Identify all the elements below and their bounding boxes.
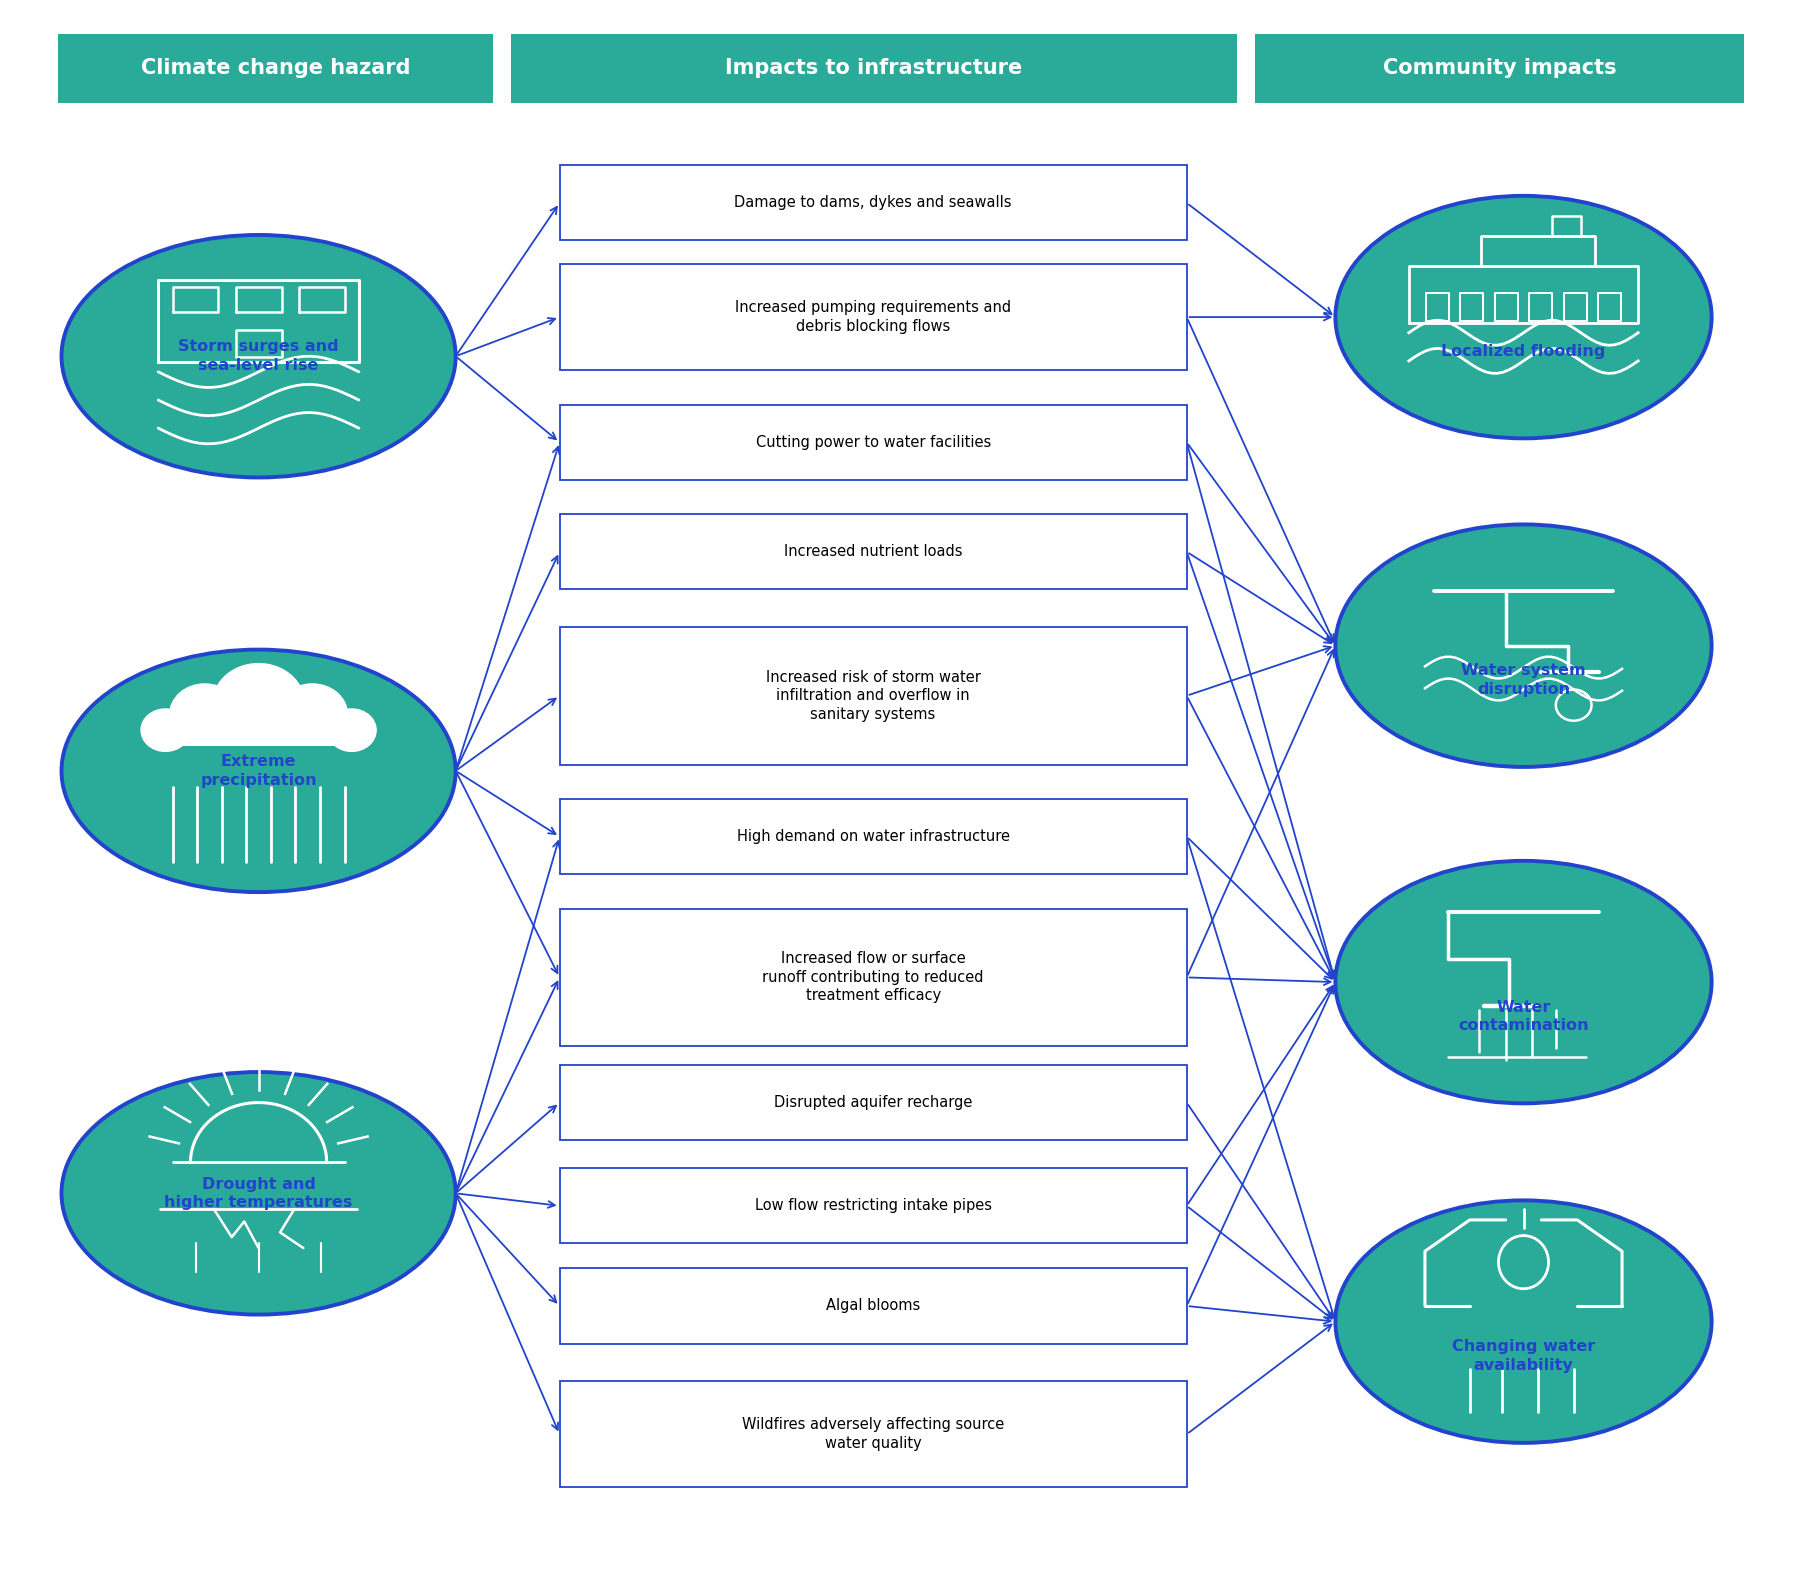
FancyBboxPatch shape (560, 1065, 1186, 1140)
Text: Increased flow or surface
runoff contributing to reduced
treatment efficacy: Increased flow or surface runoff contrib… (763, 952, 985, 1004)
Ellipse shape (61, 650, 455, 892)
Text: Water
contamination: Water contamination (1458, 1000, 1589, 1033)
Ellipse shape (61, 234, 455, 478)
Text: Increased nutrient loads: Increased nutrient loads (783, 544, 963, 560)
Text: Wildfires adversely affecting source
water quality: Wildfires adversely affecting source wat… (742, 1417, 1004, 1450)
Text: Algal blooms: Algal blooms (826, 1298, 920, 1313)
Text: Extreme
precipitation: Extreme precipitation (200, 753, 317, 788)
Text: Increased risk of storm water
infiltration and overflow in
sanitary systems: Increased risk of storm water infiltrati… (765, 670, 981, 722)
Circle shape (140, 708, 191, 752)
Text: Storm surges and
sea-level rise: Storm surges and sea-level rise (178, 340, 338, 373)
FancyBboxPatch shape (560, 165, 1186, 241)
Ellipse shape (1336, 195, 1712, 439)
Text: Disrupted aquifer recharge: Disrupted aquifer recharge (774, 1095, 972, 1111)
Ellipse shape (61, 1073, 455, 1315)
FancyBboxPatch shape (160, 724, 356, 746)
Ellipse shape (1336, 1200, 1712, 1442)
Circle shape (212, 662, 306, 744)
Circle shape (169, 683, 241, 746)
Text: Impacts to infrastructure: Impacts to infrastructure (725, 58, 1022, 79)
Text: High demand on water infrastructure: High demand on water infrastructure (736, 829, 1010, 845)
FancyBboxPatch shape (560, 1268, 1186, 1343)
Text: Low flow restricting intake pipes: Low flow restricting intake pipes (754, 1199, 992, 1213)
FancyBboxPatch shape (58, 35, 493, 102)
Ellipse shape (1336, 524, 1712, 768)
FancyBboxPatch shape (560, 1169, 1186, 1243)
Text: Climate change hazard: Climate change hazard (140, 58, 410, 79)
FancyBboxPatch shape (560, 909, 1186, 1046)
FancyBboxPatch shape (560, 799, 1186, 875)
FancyBboxPatch shape (511, 35, 1237, 102)
FancyBboxPatch shape (560, 1381, 1186, 1488)
Text: Community impacts: Community impacts (1382, 58, 1616, 79)
FancyBboxPatch shape (560, 514, 1186, 590)
Text: Localized flooding: Localized flooding (1442, 344, 1606, 359)
Text: Drought and
higher temperatures: Drought and higher temperatures (164, 1177, 353, 1210)
Ellipse shape (1336, 860, 1712, 1103)
Text: Water system
disruption: Water system disruption (1462, 664, 1586, 697)
Circle shape (277, 683, 347, 746)
Circle shape (326, 708, 376, 752)
Text: Damage to dams, dykes and seawalls: Damage to dams, dykes and seawalls (734, 195, 1012, 211)
FancyBboxPatch shape (560, 404, 1186, 480)
FancyBboxPatch shape (560, 628, 1186, 764)
FancyBboxPatch shape (560, 264, 1186, 370)
Text: Changing water
availability: Changing water availability (1453, 1339, 1595, 1373)
Text: Increased pumping requirements and
debris blocking flows: Increased pumping requirements and debri… (734, 300, 1012, 333)
FancyBboxPatch shape (1255, 35, 1744, 102)
Text: Cutting power to water facilities: Cutting power to water facilities (756, 434, 990, 450)
